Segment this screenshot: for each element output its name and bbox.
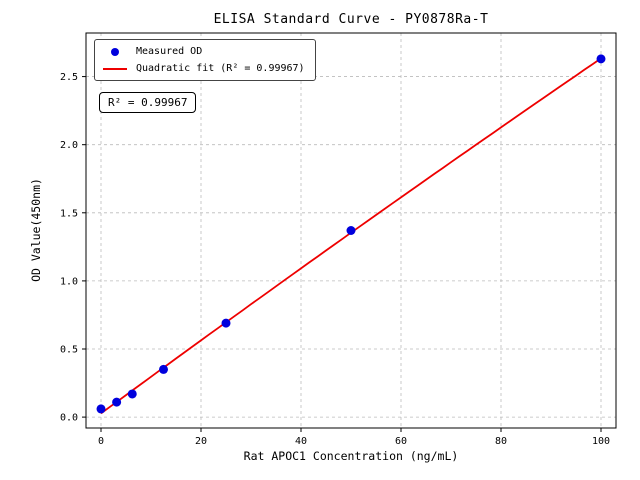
y-axis-label: OD Value(450nm) <box>29 178 43 282</box>
legend-label-quadratic-fit: Quadratic fit (R² = 0.99967) <box>136 63 305 74</box>
data-point <box>346 226 356 235</box>
legend-label-measured-od: Measured OD <box>136 46 203 57</box>
x-tick-label: 100 <box>592 436 610 447</box>
x-tick-label: 60 <box>395 436 407 447</box>
chart-title: ELISA Standard Curve - PY0878Ra-T <box>213 12 489 27</box>
data-point <box>112 397 122 407</box>
y-tick-label: 2.0 <box>60 140 78 151</box>
legend: Measured OD Quadratic fit (R² = 0.99967) <box>94 39 316 81</box>
y-tick-label: 1.5 <box>60 208 78 219</box>
red-line-marker-icon <box>103 67 127 70</box>
y-tick-label: 0.0 <box>60 413 78 424</box>
data-point <box>596 54 606 64</box>
data-point <box>127 389 137 399</box>
legend-marker-area <box>102 47 128 56</box>
y-tick-label: 0.5 <box>60 345 78 356</box>
data-point <box>96 404 106 414</box>
y-tick-label: 2.5 <box>60 72 78 83</box>
x-tick-label: 0 <box>98 436 104 447</box>
legend-item-measured-od: Measured OD <box>102 46 305 57</box>
data-point <box>159 364 168 374</box>
legend-marker-area <box>102 67 128 70</box>
x-tick-label: 80 <box>495 436 507 447</box>
r-squared-annotation: R² = 0.99967 <box>99 92 197 113</box>
data-point <box>221 318 231 328</box>
blue-dot-marker-icon <box>111 47 119 56</box>
plot-border <box>85 32 617 429</box>
x-axis-label: Rat APOC1 Concentration (ng/mL) <box>243 449 459 463</box>
legend-item-quadratic-fit: Quadratic fit (R² = 0.99967) <box>102 63 305 74</box>
x-tick-label: 40 <box>295 436 307 447</box>
y-tick-label: 1.0 <box>60 276 78 287</box>
x-tick-label: 20 <box>195 436 207 447</box>
